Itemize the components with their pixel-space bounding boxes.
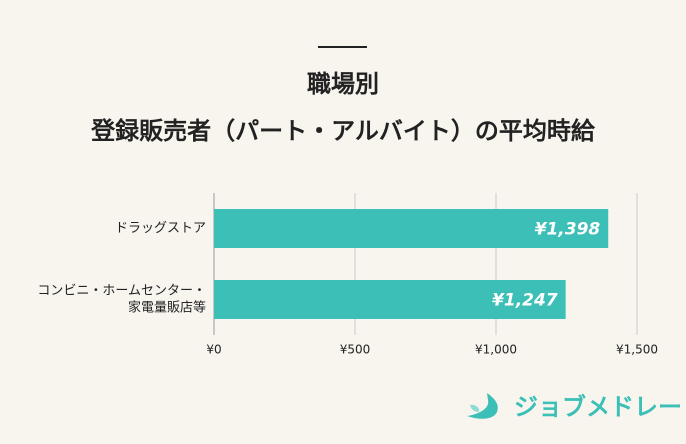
logo: ジョブメドレー [467,393,682,421]
value-label: ¥1,247 [492,291,558,311]
logo-text: ジョブメドレー [514,393,682,421]
x-tick-label: ¥1,500 [616,343,658,357]
y-tick-label: ドラッグストア [115,221,206,236]
x-tick-label: ¥0 [206,343,221,357]
logo-icon [470,404,480,412]
x-tick-label: ¥500 [340,343,371,357]
y-tick-label: 家電量販店等 [128,300,206,316]
y-tick-label: コンビニ・ホームセンター・ [37,284,206,299]
bar [214,280,566,319]
x-tick-label: ¥1,000 [475,343,517,357]
bar [214,209,609,248]
chart-title: 登録販売者（パート・アルバイト）の平均時給 [90,117,596,145]
logo-icon [467,393,498,419]
chart-title: 職場別 [307,70,379,98]
value-label: ¥1,398 [535,220,601,240]
